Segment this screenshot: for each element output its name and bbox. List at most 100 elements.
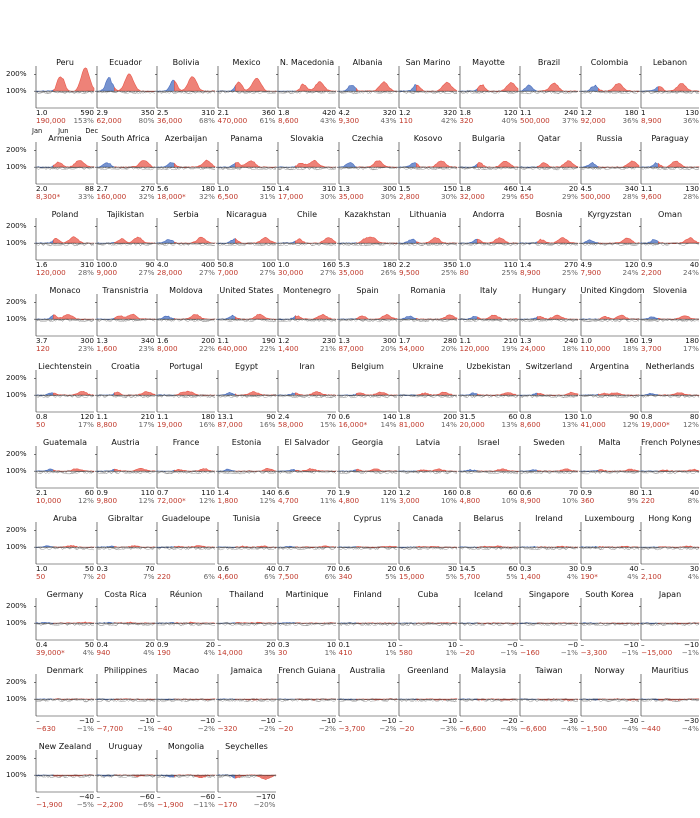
country-name: French Guiana	[278, 666, 336, 675]
excess-percent: 6%	[203, 572, 215, 581]
country-panel: Ukraine 1.8 200 81,000 14%	[397, 362, 458, 432]
ratio-low: 1.1	[520, 108, 532, 117]
excess-percent: −11%	[193, 800, 215, 809]
excess-percent: 6%	[264, 572, 276, 581]
ratio-high: 100	[261, 260, 276, 269]
excess-area-late	[355, 391, 397, 396]
excess-deaths: 7,500	[278, 572, 299, 581]
country-panel: Singapore – −0 −160 −1%	[518, 590, 579, 660]
ratio-high: −10	[320, 716, 336, 725]
ratio-high: 310	[80, 260, 94, 269]
excess-percent: 33%	[78, 192, 94, 201]
country-name: South Korea	[585, 590, 634, 599]
ratio-low: 1.1	[157, 412, 169, 421]
excess-percent: 30%	[380, 192, 397, 201]
country-name: Luxembourg	[584, 514, 635, 523]
excess-area-early	[398, 83, 417, 93]
excess-area-late	[53, 236, 95, 244]
ratio-low: –	[399, 640, 403, 649]
ratio-low: 1.0	[580, 336, 592, 345]
excess-area-early	[156, 162, 175, 168]
excess-area-late	[234, 467, 276, 473]
country-panel: Ecuador 2.9 350 62,000 80%	[94, 58, 155, 128]
ratio-high: 30	[447, 564, 457, 573]
country-panel: Brazil 1.1 240 500,000 37%	[518, 58, 579, 128]
excess-area-early	[156, 315, 175, 320]
ratio-low: 0.9	[580, 564, 592, 573]
country-name: Moldova	[169, 286, 203, 295]
excess-area-early	[96, 77, 115, 92]
excess-percent: 11%	[320, 496, 336, 505]
excess-deaths: 1,400	[278, 344, 299, 353]
ratio-high: 230	[322, 336, 336, 345]
excess-deaths: −1,900	[36, 800, 63, 809]
ratio-low: –	[217, 640, 222, 649]
y-tick-label: 200%	[6, 449, 27, 459]
country-panel: Portugal 1.1 180 19,000 16%	[155, 362, 216, 432]
ratio-high: 180	[382, 260, 397, 269]
excess-deaths: 9,000	[96, 268, 118, 277]
ratio-high: 20	[145, 640, 155, 649]
excess-area-late	[355, 545, 397, 549]
ratio-low: 13.1	[217, 412, 234, 421]
panel-plot	[639, 294, 700, 337]
ratio-low: 1.0	[580, 412, 592, 421]
excess-percent: 24%	[622, 268, 639, 277]
country-panel: Greece 0.7 70 7,500 6%	[276, 514, 337, 584]
ratio-high: 80	[689, 412, 699, 421]
excess-area-late	[113, 160, 155, 169]
ratio-high: 340	[140, 336, 155, 345]
excess-percent: 10%	[441, 496, 457, 505]
country-panel: Kyrgyzstan 4.9 120 7,900 24%	[578, 210, 639, 280]
y-tick-label: 100%	[6, 466, 27, 476]
excess-deaths: 8,000	[157, 344, 178, 353]
country-panel: San Marino 1.2 320 110 42%	[397, 58, 458, 128]
ratio-high: 120	[80, 412, 94, 421]
excess-area-late	[658, 237, 700, 245]
excess-deaths: 32,000	[459, 192, 485, 201]
excess-deaths: 1,800	[217, 496, 239, 505]
ratio-high: −170	[255, 792, 276, 801]
country-panel: Tunisia 0.6 40 4,600 6%	[215, 514, 276, 584]
historical-line	[338, 697, 397, 702]
panel-plot	[457, 66, 518, 109]
panel-plot	[397, 66, 458, 109]
country-name: Georgia	[351, 438, 384, 447]
excess-percent: 4%	[687, 572, 699, 581]
historical-line	[217, 545, 276, 551]
excess-percent: 24%	[683, 268, 699, 277]
ratio-low: 1.8	[459, 108, 471, 117]
ratio-low: 0.3	[278, 640, 290, 649]
ratio-high: 70	[326, 412, 336, 421]
excess-deaths: 190*	[580, 572, 598, 581]
ratio-high: −60	[199, 792, 215, 801]
panel-plot	[457, 598, 518, 641]
country-panel: Montenegro 1.2 230 1,400 21%	[276, 286, 337, 356]
excess-deaths: 120,000	[459, 344, 490, 353]
ratio-high: 120	[503, 108, 518, 117]
country-panel: Hungary 1.3 240 24,000 18%	[518, 286, 579, 356]
country-name: Azerbaijan	[164, 134, 208, 143]
excess-area-late	[295, 313, 337, 320]
country-name: Peru	[56, 58, 74, 67]
excess-deaths: 190,000	[36, 116, 66, 125]
excess-area-early	[217, 238, 236, 245]
ratio-low: 1.4	[520, 184, 532, 193]
excess-percent: 17%	[78, 420, 94, 429]
country-name: Cuba	[417, 590, 439, 599]
panel-plot	[94, 66, 155, 109]
historical-line	[217, 166, 276, 171]
panel-plot	[578, 142, 639, 185]
excess-percent: 42%	[441, 116, 457, 125]
ratio-low: 31.5	[459, 412, 476, 421]
historical-line	[459, 470, 518, 474]
excess-percent: 31%	[259, 192, 276, 201]
country-panel: Czechia 1.3 300 35,000 30%	[336, 134, 397, 204]
historical-line	[35, 90, 95, 94]
panel-plot	[397, 522, 458, 565]
excess-deaths: −6,600	[520, 724, 547, 733]
y-tick-label: 100%	[6, 390, 27, 400]
historical-line	[217, 241, 276, 247]
panel-plot	[155, 598, 216, 641]
country-name: Latvia	[415, 438, 441, 447]
